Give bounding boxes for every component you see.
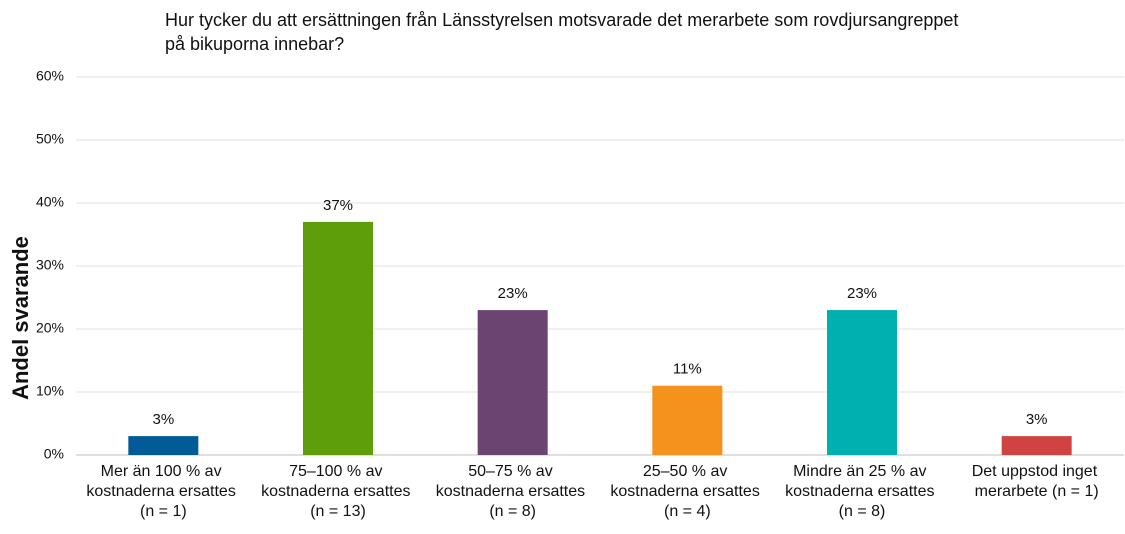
bar [303,221,373,455]
bar [652,385,723,455]
bar [128,436,199,455]
value-label: 23% [847,285,877,302]
x-tick-label: Det uppstod inget merarbete (n = 1) [972,463,1102,500]
bar [477,310,548,455]
y-tick-label: 30% [36,257,64,273]
y-tick-label: 0% [44,446,64,462]
bar [827,310,897,455]
y-tick-label: 20% [36,320,64,336]
x-tick-label: Mer än 100 % av kostnaderna ersattes (n … [86,463,240,520]
y-tick-label: 40% [36,194,64,210]
value-label: 37% [323,197,353,214]
y-tick-label: 50% [36,131,64,147]
value-label: 3% [1026,411,1048,428]
chart-title: Hur tycker du att ersättningen från Läns… [165,10,959,54]
y-axis-label: Andel svarande [8,236,33,400]
x-tick-label: 50–75 % av kostnaderna ersattes (n = 8) [436,463,590,520]
y-tick-label: 60% [36,68,64,84]
x-tick-label: 25–50 % av kostnaderna ersattes (n = 4) [610,463,764,520]
value-label: 3% [152,411,174,428]
bar [1001,436,1072,455]
value-label: 11% [673,361,702,378]
y-tick-label: 10% [36,383,64,399]
x-tick-label: Mindre än 25 % av kostnaderna ersattes (… [785,463,939,520]
value-label: 23% [498,285,528,302]
x-tick-label: 75–100 % av kostnaderna ersattes (n = 13… [261,463,415,520]
